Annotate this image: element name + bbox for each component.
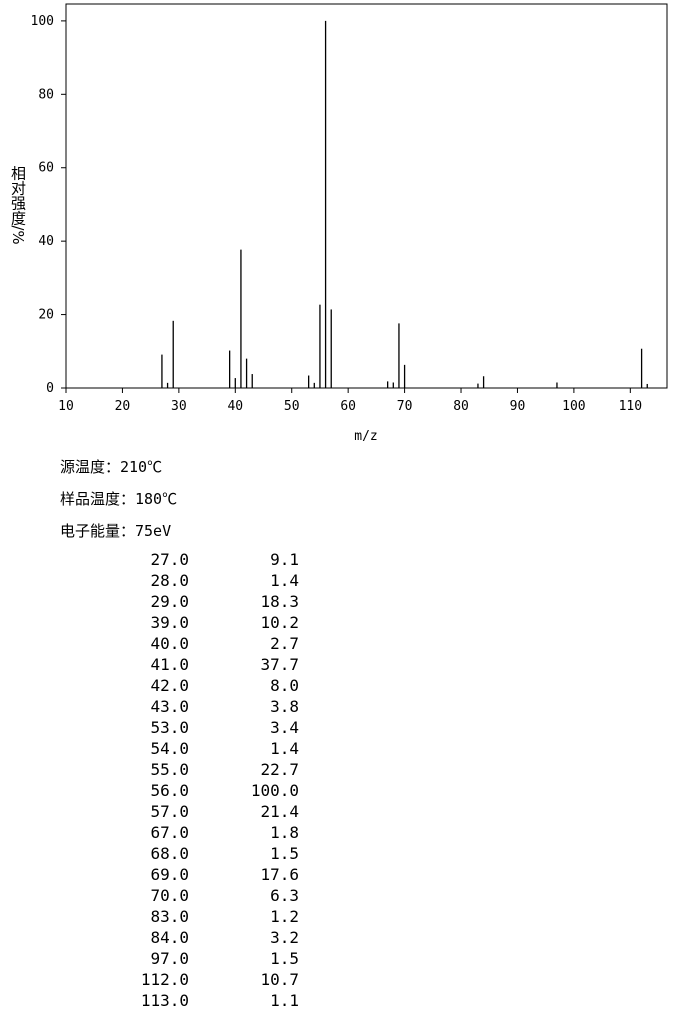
table-intensity: 100.0 (251, 781, 299, 800)
table-mz: 68.0 (150, 844, 189, 863)
table-mz: 27.0 (150, 550, 189, 569)
table-intensity: 9.1 (270, 550, 299, 569)
table-mz: 83.0 (150, 907, 189, 926)
table-intensity: 8.0 (270, 676, 299, 695)
x-axis-label: m/z (354, 429, 377, 444)
table-mz: 113.0 (141, 991, 189, 1010)
y-tick-label: 80 (38, 87, 54, 102)
x-tick-label: 80 (453, 399, 469, 414)
info-line: 源温度：210℃ (60, 458, 162, 476)
table-intensity: 1.5 (270, 949, 299, 968)
table-mz: 55.0 (150, 760, 189, 779)
table-intensity: 17.6 (260, 865, 299, 884)
table-intensity: 6.3 (270, 886, 299, 905)
plot-frame (65, 3, 668, 389)
table-intensity: 1.4 (270, 739, 299, 758)
table-intensity: 1.5 (270, 844, 299, 863)
table-intensity: 3.8 (270, 697, 299, 716)
x-tick-label: 10 (58, 399, 74, 414)
table-mz: 57.0 (150, 802, 189, 821)
table-mz: 53.0 (150, 718, 189, 737)
y-tick-label: 60 (38, 161, 54, 176)
table-intensity: 1.8 (270, 823, 299, 842)
info-line: 电子能量：75eV (60, 522, 171, 540)
table-mz: 41.0 (150, 655, 189, 674)
table-mz: 84.0 (150, 928, 189, 947)
y-axis-label: 相对强度/% (9, 165, 27, 244)
table-mz: 29.0 (150, 592, 189, 611)
x-tick-label: 90 (510, 399, 526, 414)
y-tick-label: 40 (38, 234, 54, 249)
table-mz: 70.0 (150, 886, 189, 905)
table-mz: 28.0 (150, 571, 189, 590)
table-intensity: 18.3 (260, 592, 299, 611)
table-intensity: 37.7 (260, 655, 299, 674)
x-tick-label: 40 (227, 399, 243, 414)
table-intensity: 1.2 (270, 907, 299, 926)
table-intensity: 10.7 (260, 970, 299, 989)
table-mz: 42.0 (150, 676, 189, 695)
x-tick-label: 30 (171, 399, 187, 414)
x-tick-label: 110 (619, 399, 642, 414)
table-mz: 69.0 (150, 865, 189, 884)
y-tick-label: 100 (31, 14, 54, 29)
table-mz: 112.0 (141, 970, 189, 989)
table-mz: 56.0 (150, 781, 189, 800)
table-mz: 43.0 (150, 697, 189, 716)
table-intensity: 2.7 (270, 634, 299, 653)
x-tick-label: 100 (562, 399, 585, 414)
x-tick-label: 70 (397, 399, 413, 414)
table-mz: 40.0 (150, 634, 189, 653)
x-tick-label: 50 (284, 399, 300, 414)
y-tick-label: 20 (38, 308, 54, 323)
x-tick-label: 20 (115, 399, 131, 414)
table-mz: 67.0 (150, 823, 189, 842)
table-intensity: 1.4 (270, 571, 299, 590)
table-intensity: 3.4 (270, 718, 299, 737)
table-mz: 54.0 (150, 739, 189, 758)
table-intensity: 22.7 (260, 760, 299, 779)
x-tick-label: 60 (340, 399, 356, 414)
table-intensity: 3.2 (270, 928, 299, 947)
table-intensity: 1.1 (270, 991, 299, 1010)
table-intensity: 21.4 (260, 802, 299, 821)
y-tick-label: 0 (46, 381, 54, 396)
table-mz: 39.0 (150, 613, 189, 632)
info-line: 样品温度：180℃ (60, 490, 177, 508)
table-mz: 97.0 (150, 949, 189, 968)
table-intensity: 10.2 (260, 613, 299, 632)
